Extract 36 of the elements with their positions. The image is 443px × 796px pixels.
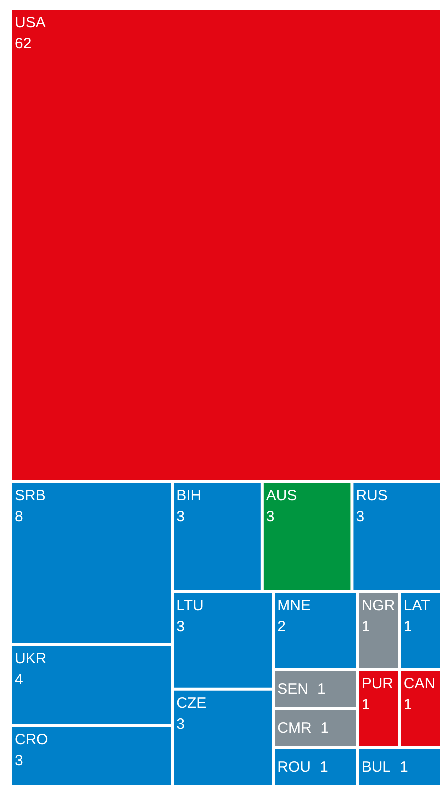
category-label: BUL: [362, 759, 392, 776]
category-label: SEN: [278, 681, 308, 698]
category-label: AUS: [266, 488, 298, 505]
data-label: 1: [362, 696, 370, 714]
data-label: 1: [404, 696, 412, 714]
category-label: BIH: [176, 488, 202, 505]
category-label: USA: [15, 14, 46, 32]
data-label: 62: [15, 36, 32, 53]
data-label: 3: [15, 752, 24, 770]
data-label: 3: [266, 508, 275, 526]
category-label: CRO: [15, 732, 48, 749]
data-label: 1: [320, 759, 328, 776]
data-label: 1: [320, 720, 330, 738]
category-label: RUS: [356, 488, 388, 505]
category-label: LTU: [176, 597, 204, 614]
category-label: LAT: [404, 597, 430, 614]
data-label: 3: [176, 508, 185, 526]
category-label: ROU: [278, 759, 311, 776]
category-label: CMR: [278, 720, 312, 738]
category-label: CZE: [176, 695, 207, 712]
category-label: UKR: [15, 650, 47, 668]
category-label: SRB: [15, 488, 46, 505]
data-label: 1: [400, 759, 408, 776]
data-label: 3: [176, 716, 185, 734]
category-label: CAN: [404, 675, 436, 692]
data-label: 8: [15, 508, 24, 526]
data-label: 3: [356, 508, 365, 526]
category-label: MNE: [278, 597, 311, 614]
category-label: NGR: [362, 597, 396, 614]
data-label: 3: [176, 618, 185, 636]
data-label: 4: [15, 671, 24, 688]
data-label: 1: [404, 618, 412, 636]
category-label: PUR: [362, 675, 394, 692]
data-label: 1: [317, 681, 326, 698]
data-label: 1: [362, 618, 370, 636]
data-label: 2: [278, 618, 286, 636]
